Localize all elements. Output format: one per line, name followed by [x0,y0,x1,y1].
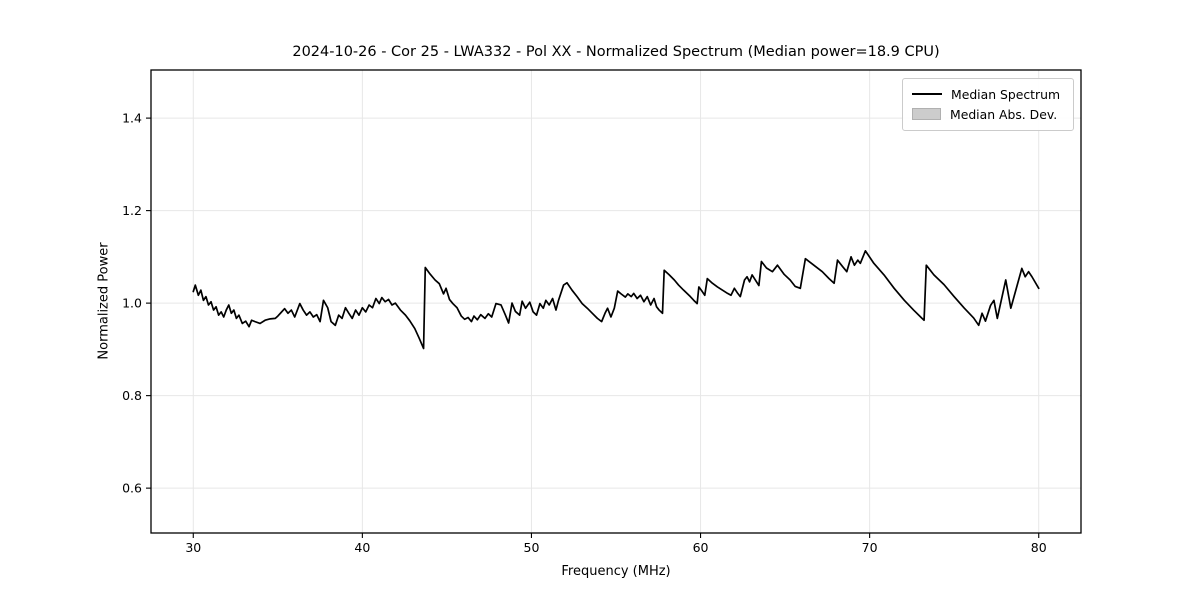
legend-item-median-spectrum: Median Spectrum [912,84,1064,104]
plot-border [150,69,1082,534]
line-swatch [912,93,942,95]
legend: Median Spectrum Median Abs. Dev. [902,78,1074,131]
y-tick-label: 1.0 [122,295,142,310]
x-tick-label: 80 [1031,540,1047,555]
legend-label: Median Spectrum [951,86,1061,102]
median-spectrum-line [192,250,1040,350]
y-tick-label: 1.4 [122,110,142,125]
x-tick-label: 60 [693,540,709,555]
y-tick-label: 0.6 [122,480,142,495]
x-axis-label: Frequency (MHz) [561,564,671,579]
chart-title: 2024-10-26 - Cor 25 - LWA332 - Pol XX - … [292,44,940,60]
x-tick-label: 40 [354,540,370,555]
y-axis-label: Normalized Power [96,242,112,360]
y-tick-label: 1.2 [122,203,142,218]
x-tick-label: 70 [862,540,878,555]
patch-swatch [912,108,941,120]
x-tick-label: 30 [185,540,201,555]
legend-label: Median Abs. Dev. [950,106,1058,122]
y-tick-label: 0.8 [122,388,142,403]
x-tick-label: 50 [524,540,540,555]
legend-item-median-abs-dev: Median Abs. Dev. [912,104,1064,124]
